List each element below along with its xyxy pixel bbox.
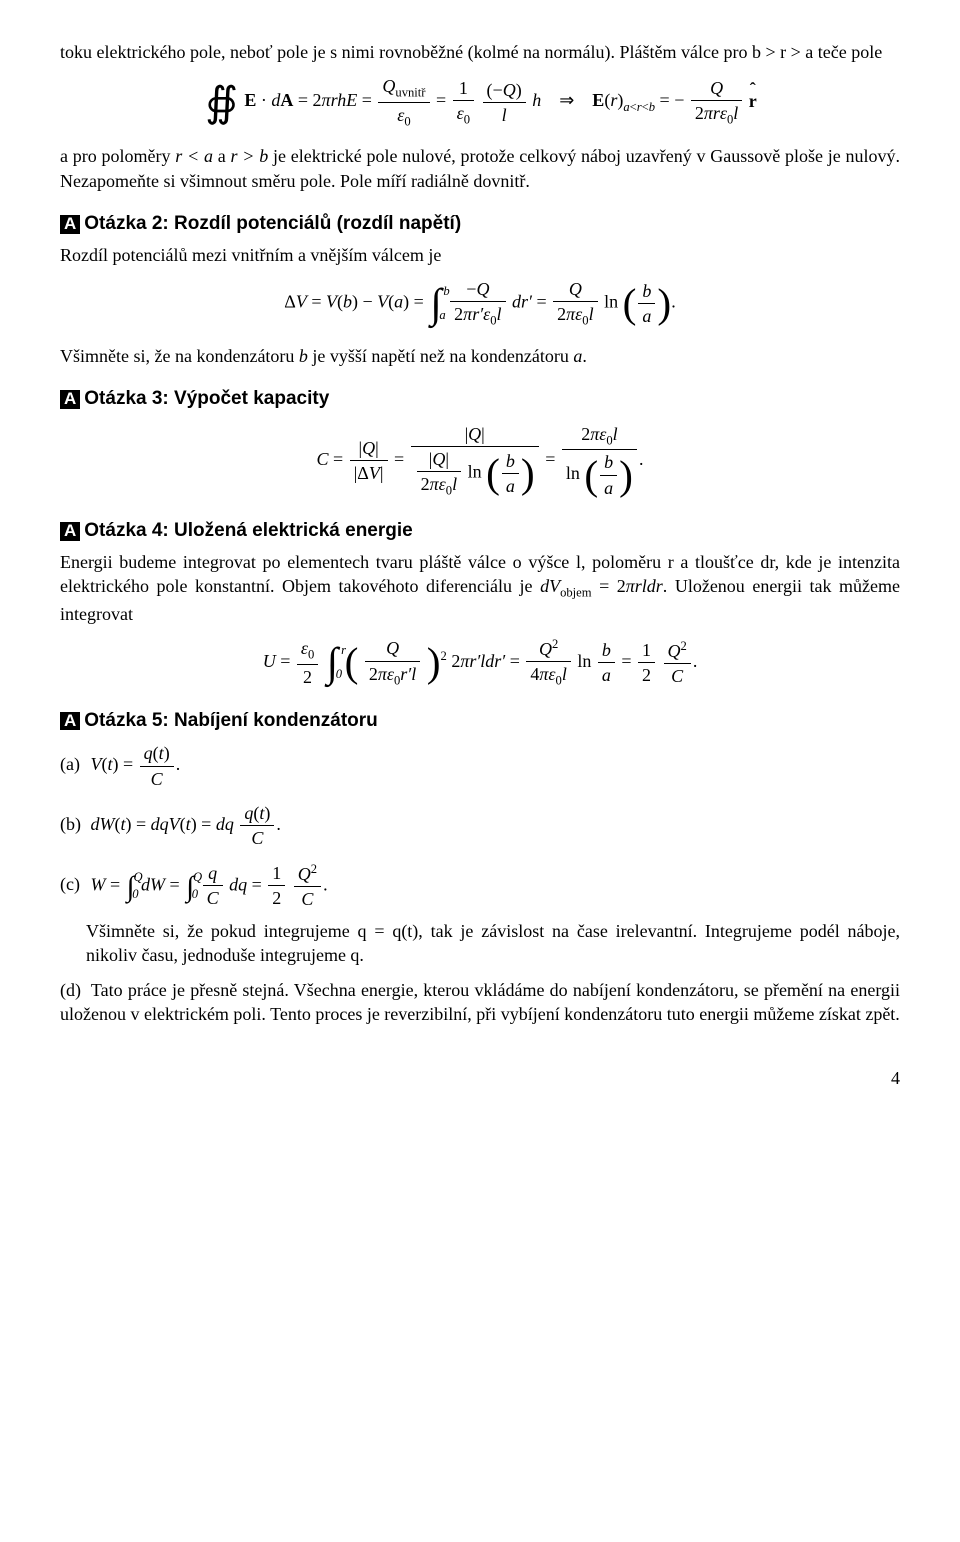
box-a-icon: A <box>60 712 80 731</box>
para-q2b: Všimněte si, že na kondenzátoru b je vyš… <box>60 344 900 368</box>
box-a-icon: A <box>60 215 80 234</box>
eq-deltaV: ΔV = V(b) − V(a) = b∫a −Q2πr′ε0l dr′ = Q… <box>60 277 900 330</box>
para-q2: Rozdíl potenciálů mezi vnitřním a vnější… <box>60 243 900 267</box>
answers-list: (a) V(t) = q(t)C. (b) dW(t) = dqV(t) = d… <box>60 741 900 1026</box>
eq-energy: U = ε02 r∫0 ( Q2πε0r′l )2 2πr′ldr′ = Q24… <box>60 636 900 690</box>
heading-q2: AOtázka 2: Rozdíl potenciálů (rozdíl nap… <box>60 211 900 237</box>
answer-c-note: Všimněte si, že pokud integrujeme q = q(… <box>60 919 900 968</box>
heading-q5: AOtázka 5: Nabíjení kondenzátoru <box>60 708 900 734</box>
page-number: 4 <box>60 1066 900 1090</box>
answer-d: (d) Tato práce je přesně stejná. Všechna… <box>60 978 900 1027</box>
answer-c: (c) W = Q∫0 dW = Q∫0 qC dq = 12 Q2C. Vši… <box>60 861 900 968</box>
heading-q4: AOtázka 4: Uložená elektrická energie <box>60 518 900 544</box>
box-a-icon: A <box>60 522 80 541</box>
eq-gauss: ∯ E · dA = 2πrhE = Quvnitřε0 = 1ε0 (−Q)l… <box>60 74 900 130</box>
answer-b: (b) dW(t) = dqV(t) = dq q(t)C. <box>60 801 900 851</box>
box-a-icon: A <box>60 390 80 409</box>
para-flux: toku elektrického pole, neboť pole je s … <box>60 40 900 64</box>
para-q4: Energii budeme integrovat po elementech … <box>60 550 900 626</box>
eq-capacity: C = |Q||ΔV| = |Q| |Q|2πε0l ln (ba) = 2πε… <box>60 422 900 500</box>
answer-a: (a) V(t) = q(t)C. <box>60 741 900 791</box>
heading-q3: AOtázka 3: Výpočet kapacity <box>60 386 900 412</box>
para-radii: a pro poloměry r < a a r > b je elektric… <box>60 144 900 193</box>
